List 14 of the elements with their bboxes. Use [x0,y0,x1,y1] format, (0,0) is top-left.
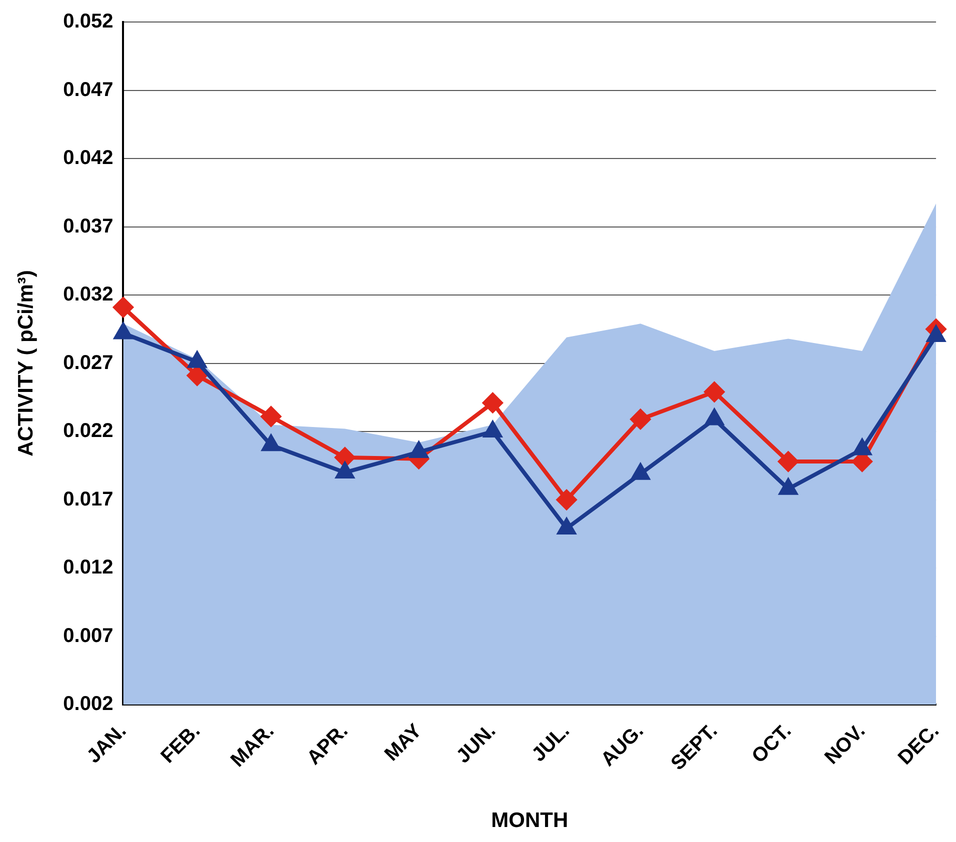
y-tick-label: 0.002 [63,693,114,716]
x-axis-title: MONTH [491,809,568,832]
y-tick-label: 0.042 [63,147,114,170]
y-tick-label: 0.047 [63,78,114,101]
y-tick-label: 0.007 [63,624,114,647]
y-tick-label: 0.012 [63,556,114,579]
y-tick-label: 0.027 [63,352,114,374]
y-tick-label: 0.032 [63,284,114,306]
y-tick-label: 0.037 [63,215,114,238]
y-tick-label: 0.052 [63,10,114,33]
y-tick-label: 0.017 [63,488,114,510]
x-tick-label: JUL. [528,720,574,766]
y-tick-label: 0.022 [63,420,114,442]
y-axis-title: ACTIVITY ( pCi/m³) [14,270,38,456]
